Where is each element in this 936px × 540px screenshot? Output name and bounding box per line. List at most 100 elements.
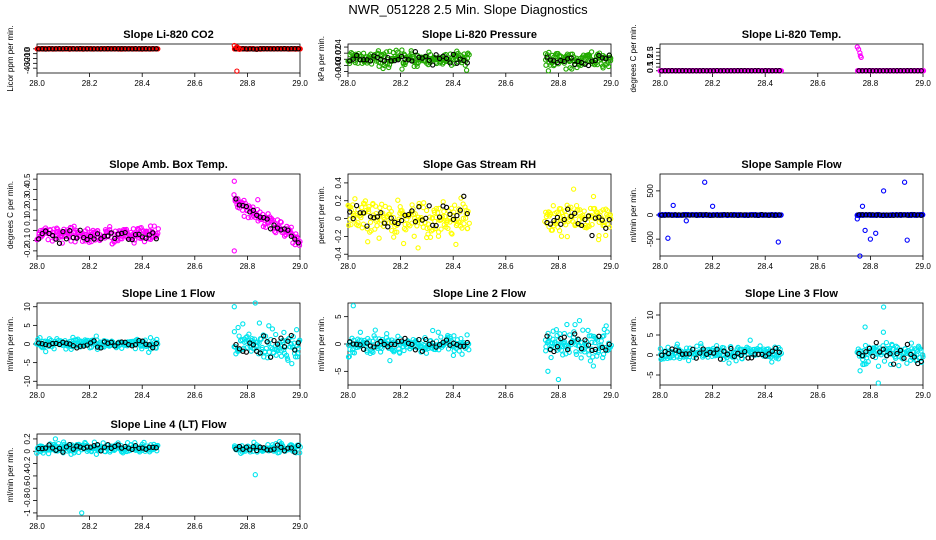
data-point [281,329,287,336]
y-tick-label: -0.4 [23,468,32,482]
x-tick-label: 28.6 [810,79,826,88]
data-point [276,449,282,456]
mean-point [146,444,152,450]
mean-point [74,235,80,241]
data-point [435,329,441,335]
mean-point [461,343,467,349]
mean-point [264,447,270,453]
y-tick-label: 1.5 [646,54,655,66]
data-point [549,227,556,233]
y-tick-label: 2 [646,53,655,58]
mean-point [281,448,288,454]
data-point [388,208,394,215]
data-point [231,192,237,198]
mean-point [405,211,412,218]
x-tick-label: 28.0 [340,391,356,400]
y-tick-label: -30 [23,57,32,69]
data-point [461,221,467,227]
mean-point [866,68,873,74]
mean-point [295,46,301,52]
mean-point [454,212,460,219]
x-tick-label: 28.0 [340,262,356,271]
data-point [671,355,677,361]
mean-point [769,348,775,354]
outlier-point [709,203,716,209]
mean-point [112,46,118,52]
mean-point [669,212,675,218]
mean-point [67,228,73,234]
mean-point [136,337,142,344]
data-point [560,213,566,220]
data-point [460,215,466,222]
mean-point [278,46,284,52]
mean-point [264,339,270,345]
mean-point [364,223,370,229]
data-point [445,225,451,232]
mean-point [150,444,156,450]
mean-point [388,215,394,221]
mean-point [904,212,911,218]
data-point [241,197,247,204]
data-point [430,327,436,334]
outlier-point [880,188,887,194]
mean-point [398,217,405,224]
mean-point [264,216,270,222]
mean-point [409,58,415,64]
mean-point [918,68,924,74]
mean-point [565,346,571,353]
mean-point [119,46,125,52]
data-point [376,235,382,241]
panel-title: Slope Line 3 Flow [745,288,838,300]
mean-point [665,212,672,218]
data-point [269,326,276,332]
mean-point [146,46,152,52]
mean-point [915,212,921,218]
y-tick-label: 0.4 [334,177,343,189]
panel-1: Slope Li-820 CO2 28.0 28.2 28.4 28.6 28.8 29.0… [6,25,308,91]
x-tick-label: 28.0 [652,79,668,88]
mean-point [374,214,381,220]
mean-point [49,232,56,239]
data-point [570,186,577,192]
data-point [435,210,441,216]
mean-point [662,68,668,74]
mean-point [98,448,104,454]
mean-point [233,446,239,452]
mean-point [371,344,377,350]
panel-8: Slope Line 2 Flow 28.0 28.2 28.4 28.6 28.8 29.… [317,288,619,400]
data-point [438,334,444,340]
mean-point [554,344,561,350]
y-tick-label: 10 [23,302,32,311]
outlier-point [231,178,237,184]
mean-point [381,220,387,226]
data-point [283,352,290,359]
y-tick-label: 5 [334,314,343,319]
mean-point [572,331,578,337]
data-point [352,196,358,202]
data-point [390,214,397,221]
mean-point [292,236,298,242]
mean-point [430,222,436,228]
data-point [464,225,470,232]
mean-point [395,220,401,227]
mean-point [697,68,703,74]
data-point [297,450,303,456]
outlier-point [545,368,551,374]
y-axis-label: ml/min per min. [6,317,15,372]
y-tick-label: 0 [23,228,32,233]
y-tick-label: -1 [23,509,32,517]
data-point [564,233,570,240]
data-point [881,358,888,364]
mean-point [285,227,291,233]
mean-point [153,236,159,242]
data-point [399,207,405,214]
mean-point [84,46,90,52]
mean-point [918,212,924,218]
mean-point [271,46,277,52]
mean-point [890,68,897,74]
y-tick-label: 0.02 [334,45,343,61]
data-point [896,362,902,369]
mean-point [108,339,114,345]
x-tick-label: 28.2 [705,79,721,88]
data-point [383,49,390,55]
